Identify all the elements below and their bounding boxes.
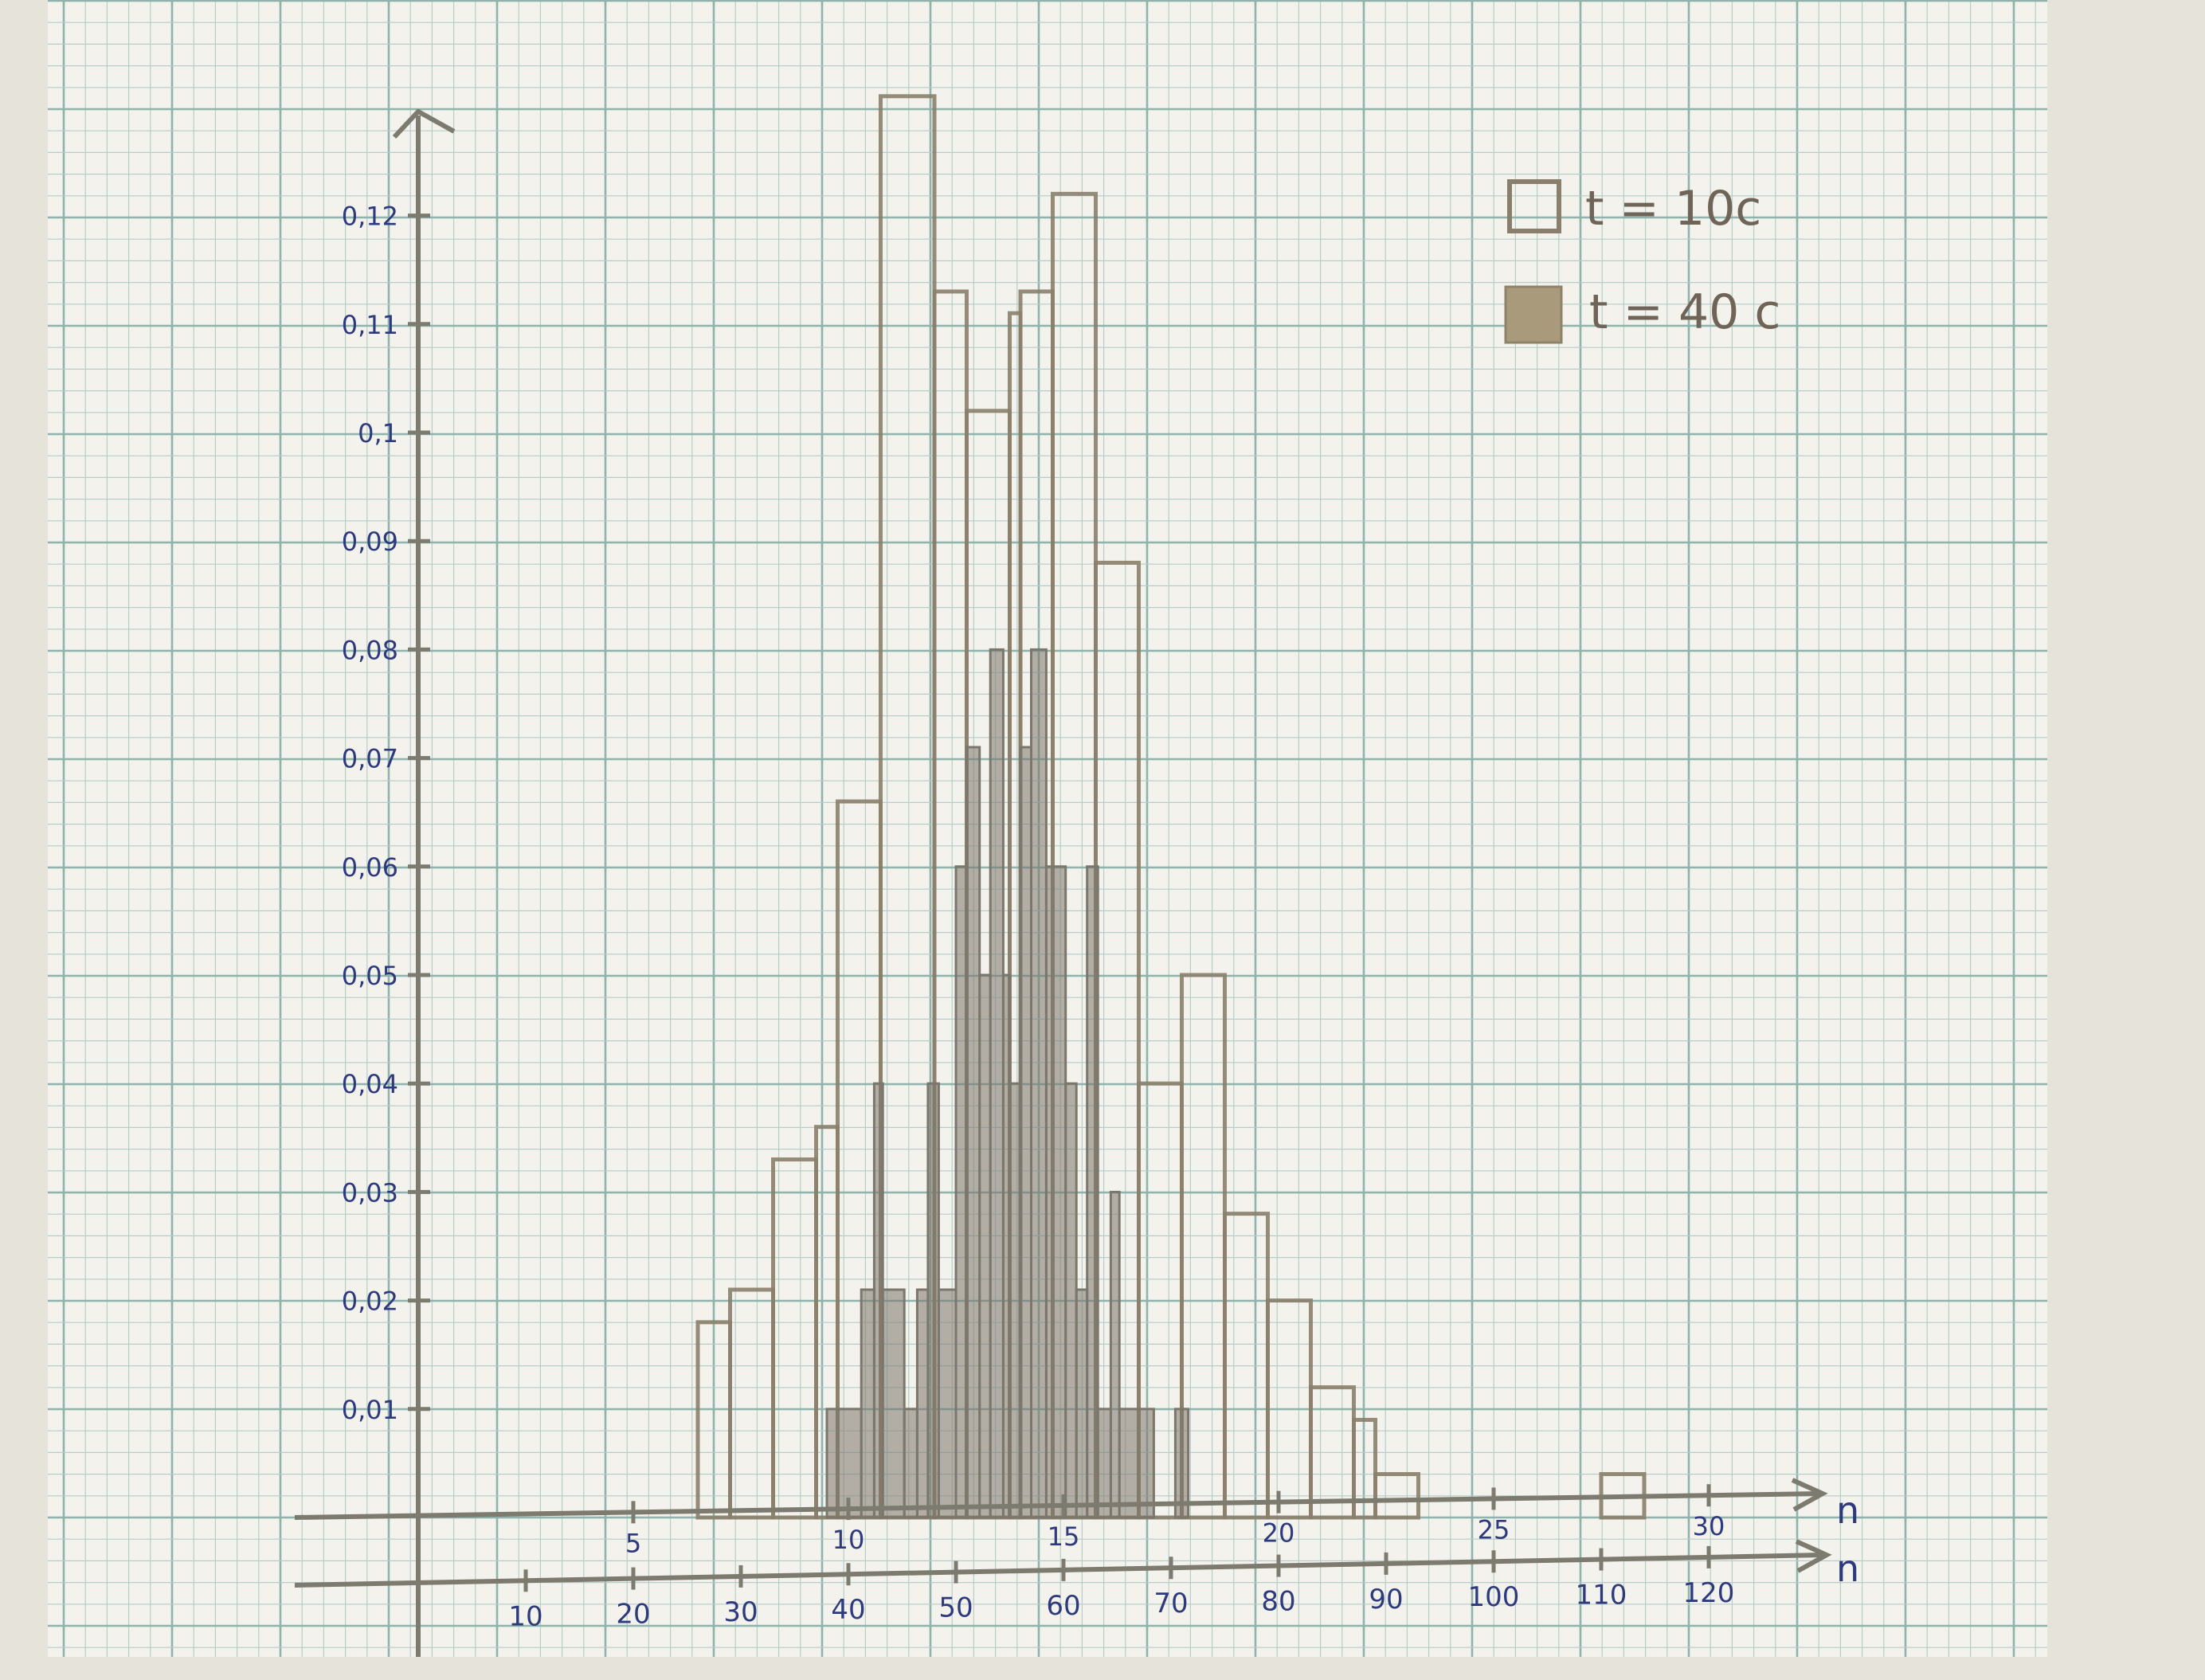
y-axis-ticks: 0,01 0,02 0,03 0,04 0,05 0,06 0,07 0,08 0,09 0,1 0…	[342, 202, 430, 1425]
x-axis-bottom-arrow	[1795, 1539, 1832, 1573]
histogram-bar-t40	[1075, 1288, 1089, 1519]
histogram-bar-t40	[1030, 648, 1048, 1519]
y-tick-label: 0,1	[358, 418, 398, 448]
histogram-bar-t40	[872, 1082, 884, 1519]
x-bottom-tick-label: 110	[1576, 1580, 1627, 1611]
axes: nn	[294, 108, 1859, 1657]
histogram-bar-t10	[1352, 1417, 1377, 1520]
x-bottom-tick-label: 90	[1369, 1584, 1403, 1615]
series-t40-filled	[825, 648, 1190, 1519]
x-bottom-tick-label: 50	[938, 1592, 973, 1624]
x-top-tick-label: 25	[1478, 1514, 1510, 1545]
histogram-bar-t40	[1064, 1082, 1078, 1519]
x-bottom-tick-label: 100	[1468, 1581, 1520, 1613]
histogram-bar-t40	[978, 973, 992, 1519]
y-tick-label: 0,01	[342, 1395, 398, 1425]
y-tick-label: 0,09	[342, 527, 398, 557]
histogram-bar-t40	[1019, 746, 1032, 1519]
histogram-bar-t40	[1109, 1190, 1121, 1519]
histogram-bar-t40	[1118, 1408, 1155, 1519]
x-bottom-tick-label: 70	[1153, 1588, 1188, 1619]
y-tick-label: 0,06	[342, 852, 398, 883]
x-top-tick-label: 30	[1693, 1511, 1725, 1541]
x-axis-top-arrow	[1791, 1478, 1828, 1512]
y-tick-label: 0,03	[342, 1177, 398, 1208]
histogram-bar-t40	[926, 1082, 940, 1519]
histogram-bar-t40	[1096, 1408, 1112, 1519]
histogram-bar-t40	[965, 746, 981, 1519]
x-bottom-tick-label: 120	[1683, 1577, 1735, 1609]
histogram-bar-t40	[1044, 865, 1067, 1519]
y-axis-arrow	[392, 108, 456, 139]
y-tick-label: 0,11	[342, 310, 398, 340]
histogram-bar-t40	[989, 648, 1005, 1519]
legend: t = 10c t = 40 c	[1504, 179, 1780, 344]
histogram-bar-t40	[860, 1288, 875, 1519]
histogram-bar-t40	[881, 1288, 906, 1519]
legend-swatch-outline	[1507, 179, 1561, 233]
x-axis-top-label: n	[1836, 1489, 1859, 1532]
histogram-bar-t10	[1373, 1472, 1420, 1520]
histogram-bar-t40	[825, 1408, 863, 1519]
y-tick-label: 0,02	[342, 1286, 398, 1317]
y-tick-label: 0,04	[342, 1069, 398, 1099]
x-top-tick-label: 5	[625, 1528, 641, 1558]
y-tick-label: 0,12	[342, 202, 398, 232]
legend-label-t10: t = 10c	[1585, 181, 1761, 237]
x-top-tick-label: 10	[832, 1525, 865, 1555]
x-top-tick-label: 15	[1048, 1521, 1080, 1552]
legend-label-t40: t = 40 c	[1589, 284, 1780, 340]
histogram-bar-t40	[937, 1288, 958, 1519]
x-bottom-tick-label: 40	[831, 1594, 865, 1626]
x-axis-bottom-line	[294, 1553, 1825, 1588]
x-bottom-tick-label: 80	[1261, 1586, 1295, 1618]
histogram-bar-t40	[1173, 1408, 1190, 1519]
x-axis-top-ticks: 5 10 15 20 25 30	[625, 1484, 1725, 1558]
histogram-bar-t40	[1086, 865, 1099, 1519]
y-tick-label: 0,07	[342, 744, 398, 774]
histogram-bar-t40	[954, 865, 968, 1519]
x-axis-top-line	[294, 1491, 1821, 1520]
x-axis-bottom-label: n	[1836, 1547, 1859, 1590]
y-tick-label: 0,08	[342, 635, 398, 665]
x-bottom-tick-label: 60	[1046, 1590, 1080, 1622]
y-tick-label: 0,05	[342, 961, 398, 991]
histogram-bar-t40	[915, 1288, 930, 1519]
legend-swatch-filled	[1504, 285, 1563, 344]
x-axis-bottom-ticks: 10 20 30 40 50 60 70 80 90 100 110 120	[508, 1545, 1735, 1632]
x-bottom-tick-label: 20	[616, 1599, 650, 1631]
x-top-tick-label: 20	[1263, 1518, 1295, 1549]
x-bottom-tick-label: 10	[508, 1600, 542, 1632]
histogram-bar-t40	[903, 1408, 918, 1519]
x-bottom-tick-label: 30	[723, 1596, 758, 1628]
histogram-bar-t40	[1009, 1082, 1022, 1519]
